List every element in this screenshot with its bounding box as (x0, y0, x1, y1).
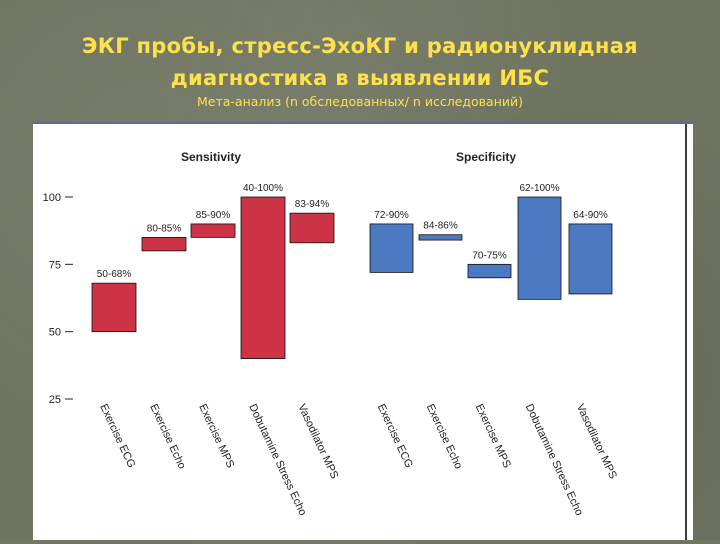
data-label-specificity-5: 64-90% (573, 210, 608, 221)
category-label-sensitivity-1: Exercise ECG (97, 402, 137, 470)
data-label-sensitivity-3: 85-90% (196, 210, 231, 221)
category-label-sensitivity-2: Exercise Echo (147, 402, 188, 471)
slide-title-line2: диагностика в выявлении ИБС (170, 66, 550, 90)
panel-title-specificity: Specificity (456, 150, 516, 164)
panel-title-sensitivity: Sensitivity (181, 150, 241, 164)
panel-right-border (685, 124, 687, 540)
data-label-specificity-4: 62-100% (519, 183, 559, 194)
bar-sensitivity-1 (91, 282, 137, 333)
y-tick-label: 25 (49, 394, 61, 406)
category-label-specificity-5: Vasodilator MPS (574, 402, 619, 481)
category-label-sensitivity-4: Dobutamine Stress Echo (246, 402, 308, 517)
category-label-specificity-2: Exercise Echo (424, 402, 465, 471)
slide-title-line1: ЭКГ пробы, стресс-ЭхоКГ и радионуклидная (82, 34, 638, 58)
category-label-specificity-4: Dobutamine Stress Echo (523, 402, 585, 517)
y-tick-label: 100 (43, 192, 61, 204)
chart-panel: 100 75 50 25 Sensitivity 50-68% Exercise ECG 80… (33, 124, 693, 540)
data-label-specificity-1: 72-90% (374, 210, 409, 221)
slide-subtitle: Мета-анализ (n обследованных/ n исследов… (196, 94, 523, 109)
y-tick-label: 50 (49, 327, 61, 339)
panel-top-border (33, 122, 693, 124)
chart-svg: 100 75 50 25 Sensitivity 50-68% Exercise ECG 80… (43, 150, 619, 518)
data-label-specificity-3: 70-75% (472, 250, 507, 261)
data-label-sensitivity-5: 83-94% (295, 199, 330, 210)
bar-sensitivity-2 (141, 237, 187, 252)
category-label-sensitivity-5: Vasodilator MPS (295, 402, 340, 481)
data-label-sensitivity-1: 50-68% (97, 269, 132, 280)
category-label-sensitivity-3: Exercise MPS (196, 402, 236, 470)
data-label-specificity-2: 84-86% (423, 221, 458, 232)
bar-specificity-2 (418, 234, 463, 241)
category-label-specificity-3: Exercise MPS (473, 402, 513, 470)
bar-specificity-1 (369, 223, 414, 273)
bar-specificity-4 (517, 196, 562, 300)
slide-title: ЭКГ пробы, стресс-ЭхоКГ и радионуклидная… (20, 30, 700, 94)
bar-sensitivity-3 (190, 223, 236, 238)
data-label-sensitivity-4: 40-100% (243, 183, 283, 194)
bar-specificity-3 (467, 263, 512, 279)
data-label-sensitivity-2: 80-85% (147, 223, 182, 234)
bar-specificity-5 (568, 223, 613, 295)
category-label-specificity-1: Exercise ECG (375, 402, 415, 470)
y-tick-label: 75 (49, 259, 61, 271)
bar-sensitivity-4 (240, 196, 286, 360)
bar-sensitivity-5 (289, 212, 335, 244)
